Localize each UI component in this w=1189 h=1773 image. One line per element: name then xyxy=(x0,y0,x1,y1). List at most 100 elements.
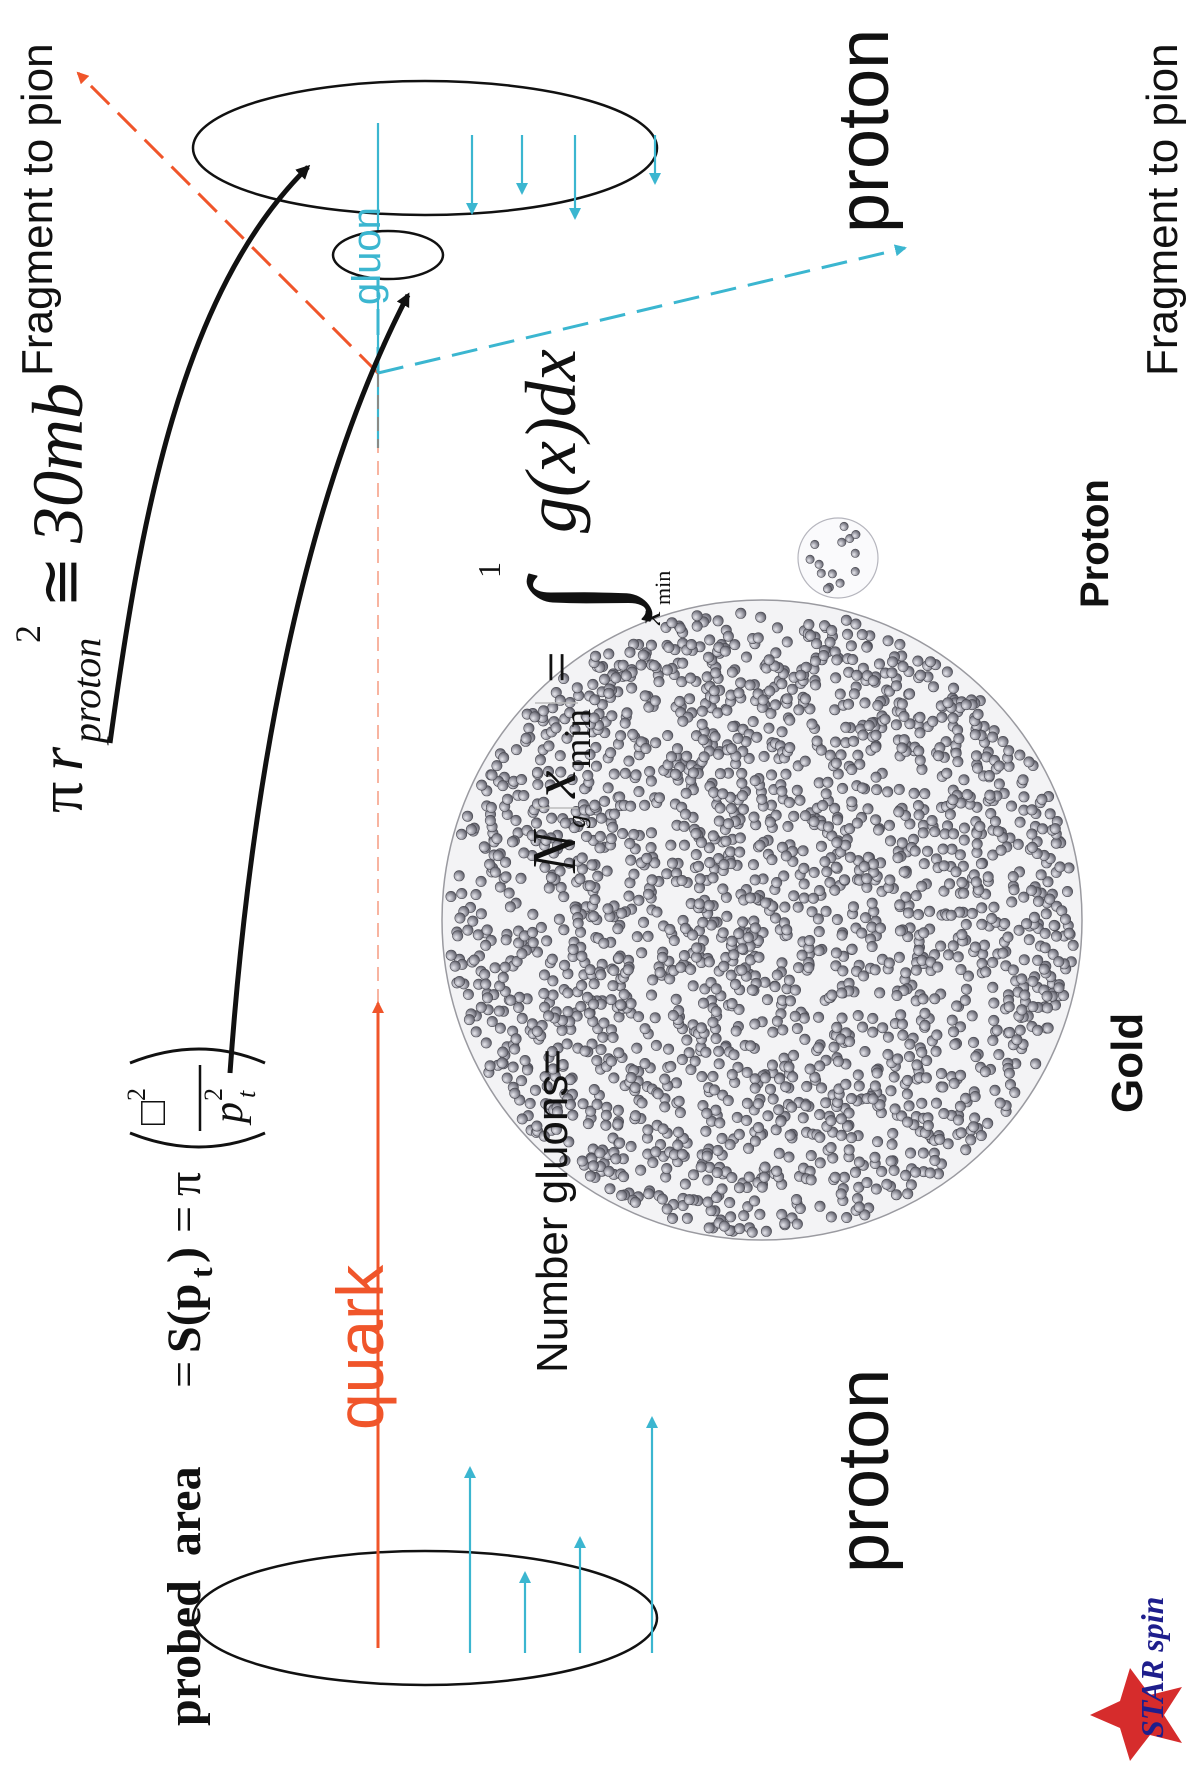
gluon-ball xyxy=(799,693,811,705)
gluon-ball xyxy=(558,672,570,684)
gluon-ball xyxy=(613,952,625,964)
gluon-ball xyxy=(820,788,832,800)
gluon-ball xyxy=(718,859,730,871)
gluon-ball xyxy=(719,645,731,657)
gluon-ball xyxy=(1013,924,1025,936)
probed-area-close: ) xyxy=(158,1247,211,1263)
gluon-ball xyxy=(453,976,465,988)
gluon-ball xyxy=(783,1151,795,1163)
gluon-ball xyxy=(968,1121,980,1133)
gluon-ball xyxy=(770,1124,782,1136)
gluon-ball xyxy=(935,940,947,952)
gluon-ball xyxy=(645,775,657,787)
gluon-ball xyxy=(594,1147,606,1159)
gluon-ball xyxy=(486,769,498,781)
gluon-ball xyxy=(661,1203,673,1215)
gluon-ball xyxy=(735,607,747,619)
gluon-ball xyxy=(602,903,614,915)
area-exp: 2 xyxy=(8,625,48,643)
gluon-ball xyxy=(766,1059,778,1071)
gluon-ball xyxy=(910,890,922,902)
gluon-ball xyxy=(733,1182,745,1194)
gluon-ball xyxy=(622,964,634,976)
gluon-ball xyxy=(687,767,699,779)
gluon-ball xyxy=(883,819,895,831)
gluon-ball xyxy=(480,978,492,990)
gluon-ball xyxy=(829,884,841,896)
gluon-ball xyxy=(544,779,556,791)
gluon-ball xyxy=(959,994,971,1006)
gluon-ball xyxy=(700,1125,712,1137)
gluon-ball xyxy=(912,800,924,812)
gluon-ball xyxy=(830,861,842,873)
gluon-ball xyxy=(752,1098,764,1110)
gluon-ball xyxy=(913,944,925,956)
gluon-ball xyxy=(733,928,745,940)
gluon-ball xyxy=(764,816,776,828)
gluon-ball xyxy=(500,856,512,868)
gluon-ball xyxy=(600,1119,612,1131)
N-x: x xyxy=(521,770,589,799)
gluon-ball xyxy=(825,1211,837,1223)
gluon-ball xyxy=(830,672,842,684)
gluon-ball xyxy=(831,654,843,666)
gluon-ball xyxy=(941,767,953,779)
gluon-ball xyxy=(831,1021,843,1033)
gluon-ball xyxy=(771,877,783,889)
gluon-ball xyxy=(691,610,703,622)
gluon-ball xyxy=(836,1012,848,1024)
gluon-ball xyxy=(807,892,819,904)
gluon-ball xyxy=(683,1194,695,1206)
gluon-ball xyxy=(917,827,929,839)
gluon-ball xyxy=(696,1071,708,1083)
gluon-ball xyxy=(793,704,805,716)
gluon-ball xyxy=(548,847,560,859)
gluon-ball xyxy=(934,1133,946,1145)
gluon-ball xyxy=(603,1165,615,1177)
gluon-ball xyxy=(903,1051,915,1063)
gluon-ball xyxy=(916,880,928,892)
gluon-ball xyxy=(652,1088,664,1100)
gluon-ball xyxy=(752,632,764,644)
gluon-ball xyxy=(644,766,656,778)
gluon-ball xyxy=(681,1212,693,1224)
gluon-ball xyxy=(816,568,826,578)
gluon-ball xyxy=(605,1055,617,1067)
gluon-ball xyxy=(885,1155,897,1167)
gluon-ball xyxy=(921,1055,933,1067)
gluon-ball xyxy=(566,774,578,786)
gluon-ball xyxy=(870,771,882,783)
gluon-ball xyxy=(712,615,724,627)
gluon-ball xyxy=(725,1211,737,1223)
gluon-ball xyxy=(489,962,501,974)
gluon-ball xyxy=(595,969,607,981)
gluon-ball xyxy=(718,960,730,972)
gluon-ball xyxy=(674,695,686,707)
gluon-ball xyxy=(882,635,894,647)
gluon-ball xyxy=(670,993,682,1005)
gluon-ball xyxy=(764,1083,776,1095)
gluon-ball xyxy=(916,1097,928,1109)
gluon-ball xyxy=(896,837,908,849)
gluon-ball xyxy=(717,927,729,939)
gluon-ball xyxy=(989,1084,1001,1096)
gluon-ball xyxy=(679,922,691,934)
gluon-ball xyxy=(972,708,984,720)
gluon-ball xyxy=(642,1124,654,1136)
gluon-ball xyxy=(704,857,716,869)
gluon-ball xyxy=(893,783,905,795)
gluon-ball xyxy=(757,694,769,706)
gluon-ball xyxy=(1014,816,1026,828)
gluon-ball xyxy=(676,1054,688,1066)
gluon-ball xyxy=(778,870,790,882)
gluon-ball xyxy=(631,931,643,943)
gluon-ball xyxy=(941,666,953,678)
gluon-ball xyxy=(724,846,736,858)
integral-lower-x: x xyxy=(631,611,667,626)
gluon-ball xyxy=(969,941,981,953)
gluon-ball xyxy=(898,710,910,722)
gluon-ball xyxy=(486,1016,498,1028)
gluon-ball xyxy=(916,1046,928,1058)
gluon-ball xyxy=(749,775,761,787)
gluon-ball xyxy=(894,925,906,937)
